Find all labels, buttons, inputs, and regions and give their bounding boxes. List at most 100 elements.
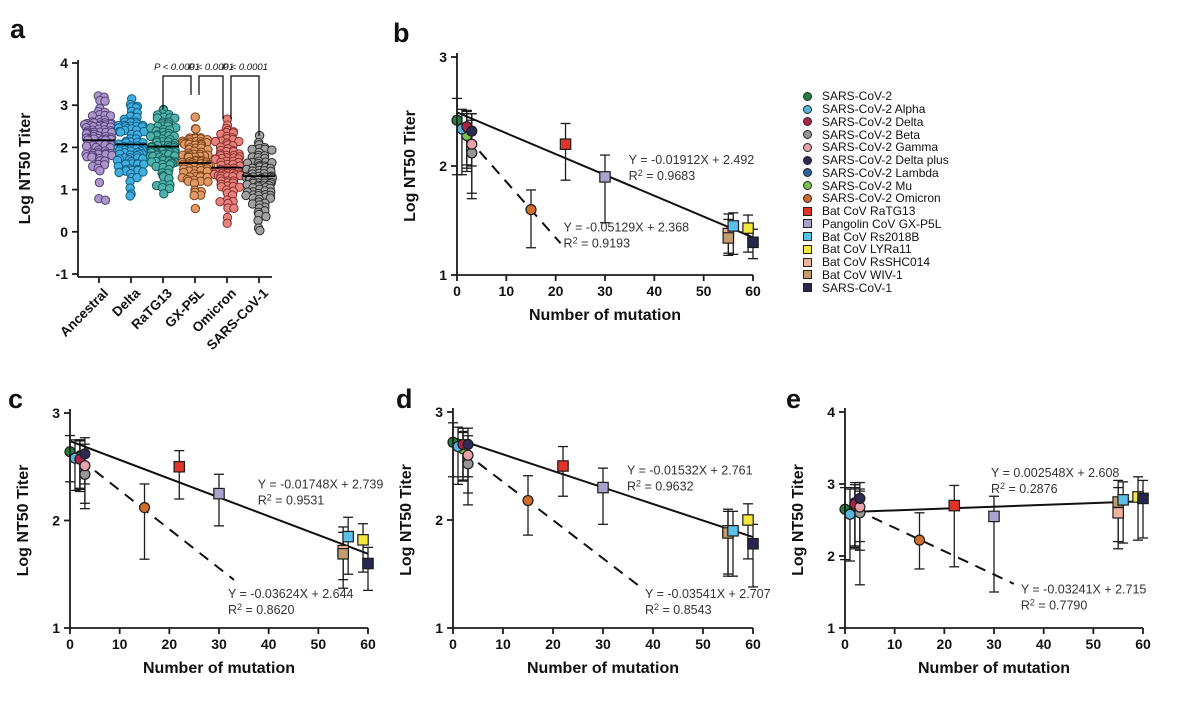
circle-marker-icon — [803, 130, 812, 140]
svg-text:2: 2 — [60, 139, 68, 155]
svg-text:10: 10 — [495, 636, 511, 652]
svg-text:Number of mutation: Number of mutation — [143, 660, 295, 677]
svg-text:3: 3 — [827, 476, 835, 492]
svg-text:Log NT50 Titer: Log NT50 Titer — [790, 464, 807, 576]
svg-text:30: 30 — [595, 636, 611, 652]
circle-marker-icon — [803, 168, 812, 178]
svg-text:2: 2 — [439, 158, 447, 174]
svg-text:3: 3 — [60, 97, 68, 113]
legend-item-label: Bat CoV Rs2018B — [822, 229, 920, 244]
legend-item-label: SARS-CoV-2 Beta — [822, 127, 921, 142]
svg-text:Number of mutation: Number of mutation — [918, 660, 1070, 677]
legend-item: SARS-CoV-2 Mu — [803, 179, 949, 192]
svg-text:Y = -0.03241X + 2.715: Y = -0.03241X + 2.715 — [1021, 582, 1147, 596]
svg-text:0: 0 — [60, 224, 68, 240]
legend-item: SARS-CoV-2 Beta — [803, 128, 949, 141]
svg-text:2: 2 — [827, 548, 835, 564]
svg-text:Y = -0.01912X + 2.492: Y = -0.01912X + 2.492 — [629, 153, 755, 167]
legend-item: SARS-CoV-2 — [803, 90, 949, 103]
legend-item-label: SARS-CoV-2 Lambda — [822, 165, 939, 180]
svg-text:4: 4 — [827, 404, 835, 420]
svg-text:3: 3 — [435, 404, 443, 420]
svg-text:40: 40 — [1036, 636, 1052, 652]
svg-text:Ancestral: Ancestral — [57, 286, 111, 340]
svg-text:1: 1 — [827, 620, 835, 636]
legend-item-label: Bat CoV RaTG13 — [822, 204, 916, 219]
svg-text:30: 30 — [597, 283, 613, 299]
legend-item: Bat CoV Rs2018B — [803, 230, 949, 243]
svg-text:20: 20 — [162, 636, 178, 652]
svg-text:1: 1 — [52, 620, 60, 636]
legend-item: SARS-CoV-2 Alpha — [803, 103, 949, 116]
circle-marker-icon — [803, 181, 812, 191]
svg-text:Y = -0.01532X + 2.761: Y = -0.01532X + 2.761 — [627, 464, 753, 478]
svg-text:50: 50 — [311, 636, 327, 652]
legend-item-label: Pangolin CoV GX-P5L — [822, 216, 942, 231]
panel-e-label: e — [786, 384, 802, 414]
svg-text:Y = -0.03541X + 2.707: Y = -0.03541X + 2.707 — [645, 587, 771, 601]
svg-text:20: 20 — [545, 636, 561, 652]
svg-text:0: 0 — [449, 636, 457, 652]
panel-d-label: d — [396, 384, 413, 414]
legend-item: SARS-CoV-2 Gamma — [803, 141, 949, 154]
square-marker-icon — [803, 206, 812, 216]
circle-marker-icon — [803, 193, 812, 203]
square-marker-icon — [803, 270, 812, 280]
svg-text:R2 = 0.9632: R2 = 0.9632 — [627, 479, 694, 494]
square-marker-icon — [803, 257, 812, 267]
svg-text:1: 1 — [439, 267, 447, 283]
svg-text:Y = -0.03624X + 2.644: Y = -0.03624X + 2.644 — [228, 587, 354, 601]
circle-marker-icon — [803, 117, 812, 127]
svg-text:0: 0 — [841, 636, 849, 652]
svg-text:60: 60 — [745, 636, 761, 652]
svg-text:10: 10 — [499, 283, 515, 299]
svg-text:R2 = 0.9683: R2 = 0.9683 — [629, 168, 696, 183]
svg-text:P < 0.0001: P < 0.0001 — [188, 62, 234, 73]
svg-text:Number of mutation: Number of mutation — [529, 307, 681, 324]
svg-text:2: 2 — [435, 512, 443, 528]
svg-text:20: 20 — [548, 283, 564, 299]
svg-text:10: 10 — [112, 636, 128, 652]
svg-text:30: 30 — [211, 636, 227, 652]
svg-text:1: 1 — [435, 620, 443, 636]
svg-text:0: 0 — [453, 283, 461, 299]
svg-text:R2 = 0.8543: R2 = 0.8543 — [645, 602, 712, 617]
square-marker-icon — [803, 283, 812, 293]
panel-a-y-axis-title: Log NT50 Titer — [17, 113, 34, 225]
square-marker-icon — [803, 244, 812, 254]
legend-item: Bat CoV RaTG13 — [803, 205, 949, 218]
svg-text:40: 40 — [261, 636, 277, 652]
circle-marker-icon — [803, 104, 812, 114]
svg-text:Y = 0.002548X + 2.608: Y = 0.002548X + 2.608 — [991, 466, 1119, 480]
svg-text:3: 3 — [439, 49, 447, 65]
svg-text:R2 = 0.9531: R2 = 0.9531 — [258, 492, 325, 507]
svg-text:Y = -0.01748X + 2.739: Y = -0.01748X + 2.739 — [258, 477, 384, 491]
figure-legend: SARS-CoV-2 SARS-CoV-2 Alpha SARS-CoV-2 Del… — [803, 90, 949, 294]
legend-item-label: Bat CoV RsSHC014 — [822, 255, 931, 270]
circle-marker-icon — [803, 155, 812, 165]
svg-text:4: 4 — [60, 55, 68, 71]
svg-text:10: 10 — [887, 636, 903, 652]
svg-text:30: 30 — [986, 636, 1002, 652]
legend-item-label: SARS-CoV-2 Alpha — [822, 102, 926, 117]
svg-text:R2 = 0.2876: R2 = 0.2876 — [991, 481, 1058, 496]
legend-item-label: Bat CoV LYRa11 — [822, 242, 912, 257]
panel-c-label: c — [8, 384, 24, 414]
svg-text:50: 50 — [696, 283, 712, 299]
svg-text:R2 = 0.9193: R2 = 0.9193 — [564, 235, 631, 250]
legend-item-label: SARS-CoV-2 Delta plus — [822, 153, 949, 168]
square-marker-icon — [803, 219, 812, 229]
svg-text:R2 = 0.8620: R2 = 0.8620 — [228, 602, 295, 617]
legend-item-label: SARS-CoV-2 Omicron — [822, 191, 941, 206]
legend-item-label: SARS-CoV-2 — [822, 89, 893, 104]
svg-text:Log NT50 Titer: Log NT50 Titer — [15, 465, 32, 577]
legend-item: SARS-CoV-1 — [803, 281, 949, 294]
svg-text:50: 50 — [695, 636, 711, 652]
svg-text:50: 50 — [1086, 636, 1102, 652]
legend-item-label: SARS-CoV-2 Delta — [822, 114, 924, 129]
